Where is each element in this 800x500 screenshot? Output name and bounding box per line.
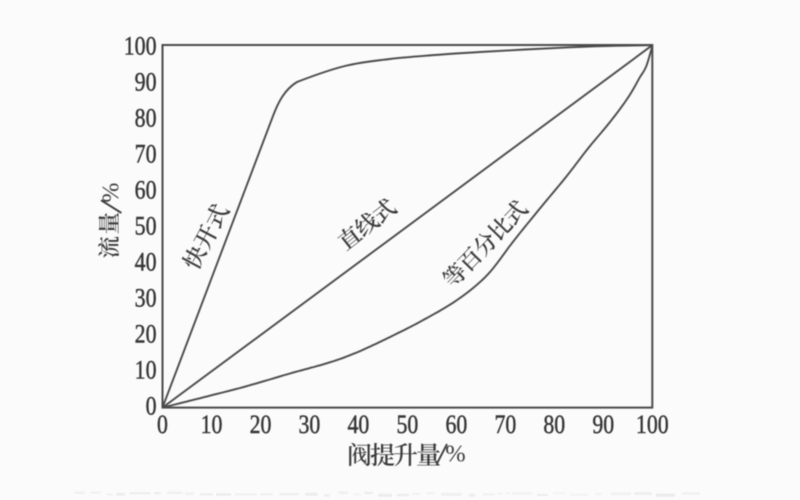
svg-text:90: 90 bbox=[592, 411, 614, 439]
svg-text:90: 90 bbox=[135, 69, 157, 97]
svg-text:20: 20 bbox=[135, 321, 157, 349]
svg-text:%: % bbox=[445, 441, 465, 468]
svg-text:10: 10 bbox=[201, 411, 223, 439]
svg-text:20: 20 bbox=[250, 411, 272, 439]
svg-text:40: 40 bbox=[347, 411, 369, 439]
svg-text:70: 70 bbox=[494, 411, 516, 439]
svg-text:100: 100 bbox=[124, 33, 157, 61]
svg-text:0: 0 bbox=[157, 411, 168, 439]
svg-text:40: 40 bbox=[135, 249, 157, 277]
svg-text:0: 0 bbox=[146, 393, 157, 421]
svg-text:30: 30 bbox=[135, 285, 157, 313]
svg-text:100: 100 bbox=[636, 411, 669, 439]
svg-text:80: 80 bbox=[135, 105, 157, 133]
svg-text:50: 50 bbox=[135, 213, 157, 241]
svg-text:60: 60 bbox=[135, 177, 157, 205]
svg-text:%: % bbox=[99, 183, 125, 203]
svg-text:70: 70 bbox=[135, 141, 157, 169]
svg-text:60: 60 bbox=[445, 411, 467, 439]
svg-text:10: 10 bbox=[135, 357, 157, 385]
svg-text:80: 80 bbox=[543, 411, 565, 439]
svg-text:50: 50 bbox=[396, 411, 418, 439]
svg-text:30: 30 bbox=[298, 411, 320, 439]
